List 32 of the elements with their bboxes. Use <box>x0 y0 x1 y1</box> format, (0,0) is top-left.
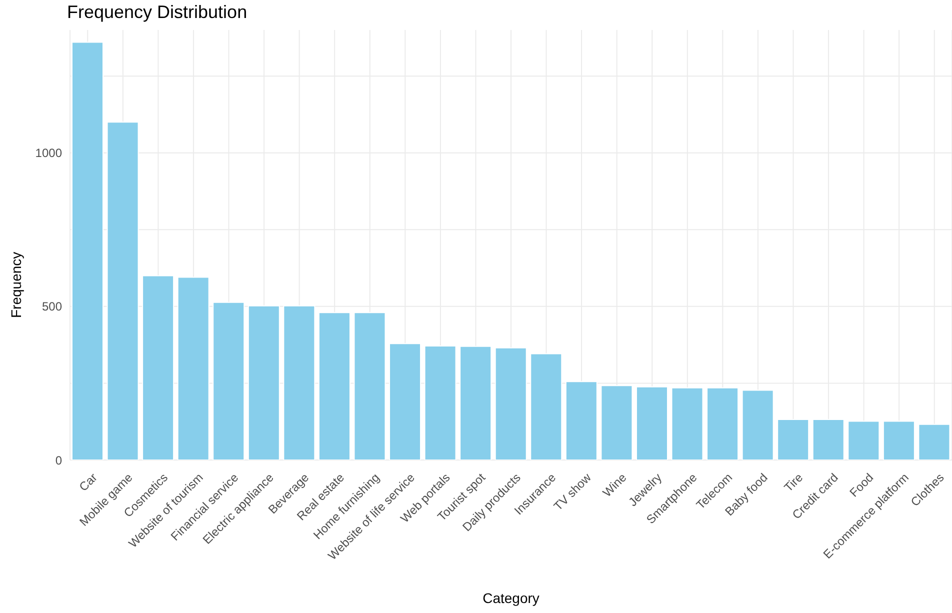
y-tick-label: 500 <box>42 300 62 314</box>
bar <box>283 305 316 460</box>
bar <box>212 302 245 460</box>
bar <box>354 312 386 460</box>
bar <box>530 353 562 460</box>
bar <box>777 418 810 460</box>
bar <box>494 347 527 460</box>
bar <box>72 42 104 460</box>
bar <box>389 343 422 460</box>
y-tick-label: 0 <box>55 453 62 468</box>
bar <box>706 387 739 460</box>
x-axis-title: Category <box>482 590 540 606</box>
bar <box>565 381 598 460</box>
bar <box>106 122 139 460</box>
bar <box>248 305 280 460</box>
bar <box>848 420 880 460</box>
bar <box>177 276 210 460</box>
bar <box>671 387 704 460</box>
y-tick-label: 1000 <box>35 146 62 160</box>
chart-title: Frequency Distribution <box>67 2 248 23</box>
bar <box>636 386 668 460</box>
bar <box>318 312 350 460</box>
bar <box>142 275 174 460</box>
bar <box>600 385 633 460</box>
bar <box>812 418 844 460</box>
bar <box>460 346 492 460</box>
y-axis-title: Frequency <box>8 252 24 318</box>
bar <box>742 390 774 460</box>
x-tick-label: Car <box>76 470 100 494</box>
bar <box>424 346 456 460</box>
x-tick-label: Tire <box>781 470 806 495</box>
bar <box>882 420 915 460</box>
